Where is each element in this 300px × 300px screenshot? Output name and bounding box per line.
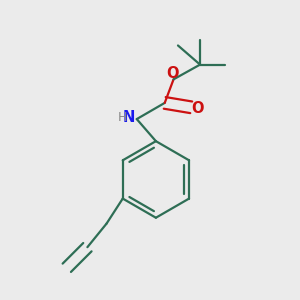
Text: H: H (117, 111, 127, 124)
Text: O: O (167, 66, 179, 81)
Text: O: O (191, 101, 204, 116)
Text: N: N (123, 110, 135, 125)
